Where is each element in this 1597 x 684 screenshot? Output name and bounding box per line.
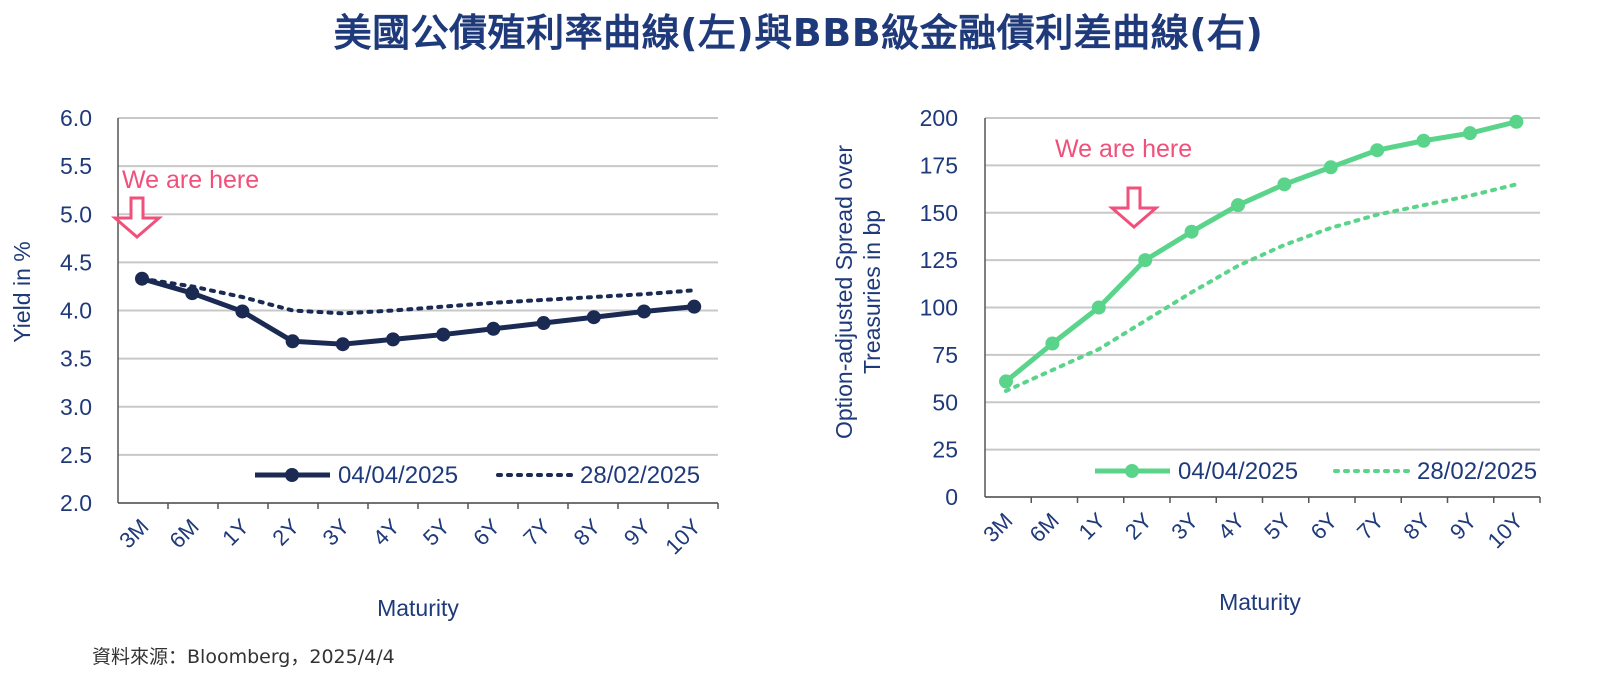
data-point bbox=[586, 310, 601, 325]
y-axis-title: Option-adjusted Spread overTreasuries in… bbox=[831, 145, 885, 439]
x-tick-label: 4Y bbox=[368, 514, 405, 551]
data-point bbox=[285, 334, 300, 349]
y-tick-label: 175 bbox=[920, 152, 958, 178]
x-tick-label: 10Y bbox=[1483, 508, 1529, 554]
y-tick-label: 2.0 bbox=[60, 490, 92, 516]
data-point bbox=[486, 321, 501, 336]
annotation-label: We are here bbox=[122, 166, 259, 194]
data-point bbox=[1184, 224, 1199, 239]
data-point bbox=[1463, 126, 1477, 141]
data-point bbox=[1323, 160, 1338, 175]
legend-label-dotted: 28/02/2025 bbox=[580, 462, 700, 489]
x-tick-label: 3Y bbox=[1166, 508, 1203, 545]
y-tick-label: 3.0 bbox=[60, 394, 92, 420]
x-tick-label: 9Y bbox=[619, 514, 656, 551]
y-tick-label: 75 bbox=[932, 342, 958, 368]
series-line-solid bbox=[141, 276, 695, 347]
x-tick-label: 1Y bbox=[1074, 508, 1111, 545]
x-tick-label: 8Y bbox=[569, 514, 606, 551]
x-tick-label: 5Y bbox=[418, 514, 455, 551]
y-tick-label: 200 bbox=[920, 105, 958, 131]
data-point bbox=[386, 332, 400, 347]
down-arrow-icon bbox=[110, 196, 164, 239]
y-tick-label: 3.5 bbox=[60, 346, 92, 372]
y-axis-title-line: Option-adjusted Spread over bbox=[831, 145, 857, 439]
y-tick-label: 4.5 bbox=[60, 249, 92, 275]
data-point bbox=[1277, 177, 1292, 192]
x-axis-title: Maturity bbox=[1219, 589, 1301, 615]
data-point bbox=[536, 316, 551, 331]
page-title: 美國公債殖利率曲線(左)與BBB級金融債利差曲線(右) bbox=[333, 11, 1264, 55]
yield-curve-chart: 2.0 2.5 3.0 3.5 4.0 4.5 5.0 5.5 6.0 3M 6M 1Y 2Y 3Y 4Y 5… bbox=[9, 105, 719, 621]
series-line-dotted bbox=[140, 276, 697, 316]
data-point bbox=[1045, 336, 1060, 351]
y-tick-label: 6.0 bbox=[60, 105, 92, 131]
x-tick-label: 6M bbox=[1025, 508, 1064, 547]
data-point bbox=[637, 304, 651, 319]
legend-marker bbox=[285, 468, 299, 482]
down-arrow-icon bbox=[1107, 186, 1161, 229]
x-tick-label: 2Y bbox=[1120, 508, 1157, 545]
data-point bbox=[1231, 198, 1245, 213]
y-tick-label: 125 bbox=[920, 247, 958, 273]
x-tick-label: 1Y bbox=[217, 514, 254, 551]
series-line-dotted bbox=[1004, 182, 1519, 393]
legend-label-solid: 04/04/2025 bbox=[1178, 458, 1298, 485]
y-tick-label: 4.0 bbox=[60, 298, 92, 324]
data-point bbox=[1509, 114, 1524, 129]
y-tick-label: 50 bbox=[932, 389, 958, 415]
legend-label-solid: 04/04/2025 bbox=[338, 462, 458, 489]
data-point bbox=[687, 299, 702, 314]
data-point bbox=[1370, 143, 1385, 158]
x-tick-label: 7Y bbox=[1352, 508, 1389, 545]
data-point bbox=[185, 286, 200, 301]
x-tick-label: 3M bbox=[978, 508, 1017, 547]
data-point bbox=[1416, 133, 1431, 148]
y-axis-title: Yield in % bbox=[9, 241, 35, 342]
y-tick-label: 150 bbox=[920, 200, 958, 226]
y-tick-label: 100 bbox=[920, 295, 958, 321]
spread-curve-chart: 0 25 50 75 100 125 150 175 200 3M 6M 1Y 2Y 3Y 4Y 5Y 6Y 7Y… bbox=[831, 105, 1541, 615]
y-tick-label: 5.5 bbox=[60, 153, 92, 179]
x-tick-label: 6Y bbox=[468, 514, 505, 551]
y-tick-label: 25 bbox=[932, 437, 958, 463]
x-tick-label: 3M bbox=[114, 514, 153, 553]
x-tick-label: 6M bbox=[164, 514, 203, 553]
x-tick-label: 6Y bbox=[1306, 508, 1343, 545]
data-point bbox=[1138, 253, 1153, 268]
x-tick-label: 4Y bbox=[1213, 508, 1250, 545]
annotation-label: We are here bbox=[1055, 135, 1192, 163]
y-tick-label: 2.5 bbox=[60, 442, 92, 468]
data-point bbox=[335, 337, 350, 352]
legend-label-dotted: 28/02/2025 bbox=[1417, 458, 1537, 485]
data-point bbox=[999, 374, 1013, 389]
legend-marker bbox=[1125, 464, 1139, 478]
x-tick-label: 10Y bbox=[660, 514, 706, 560]
data-point bbox=[436, 327, 451, 342]
x-tick-label: 7Y bbox=[518, 514, 555, 551]
source-note: 資料來源：Bloomberg，2025/4/4 bbox=[92, 646, 395, 668]
x-tick-label: 8Y bbox=[1398, 508, 1435, 545]
x-tick-label: 5Y bbox=[1259, 508, 1296, 545]
y-axis-title-line: Treasuries in bp bbox=[859, 210, 885, 374]
y-tick-label: 5.0 bbox=[60, 201, 92, 227]
x-tick-label: 3Y bbox=[318, 514, 355, 551]
x-axis-title: Maturity bbox=[377, 595, 459, 621]
data-point bbox=[235, 304, 250, 319]
x-tick-label: 9Y bbox=[1445, 508, 1482, 545]
data-point bbox=[1091, 300, 1106, 315]
y-tick-label: 0 bbox=[945, 484, 958, 510]
series-line-solid bbox=[1004, 119, 1517, 384]
x-tick-label: 2Y bbox=[267, 514, 304, 551]
